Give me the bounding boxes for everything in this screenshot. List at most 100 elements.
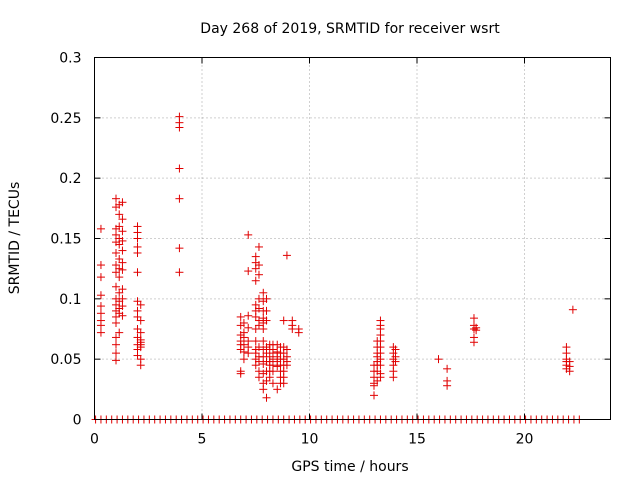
data-point [112, 349, 120, 358]
data-point [443, 381, 452, 390]
data-point [239, 333, 248, 342]
data-point [112, 333, 120, 342]
data-point [273, 385, 282, 394]
data-point [262, 376, 271, 385]
y-tick-label: 0 [73, 413, 82, 429]
data-point [115, 288, 124, 297]
data-point [279, 379, 288, 388]
data-point [118, 198, 127, 207]
data-point [175, 244, 184, 253]
data-point [262, 294, 271, 303]
data-point [133, 234, 142, 243]
y-tick-label: 0.25 [50, 111, 81, 127]
data-point [254, 343, 263, 352]
data-point [265, 373, 274, 382]
x-tick-label: 10 [301, 432, 319, 448]
data-point [175, 194, 184, 203]
data-point [244, 311, 253, 320]
data-point [115, 222, 124, 231]
data-point [118, 227, 127, 236]
data-point [136, 328, 145, 337]
data-point [391, 345, 400, 354]
data-point [565, 367, 574, 376]
data-point [112, 318, 120, 327]
data-point [115, 328, 124, 337]
data-point [175, 164, 184, 173]
data-point [96, 261, 105, 270]
data-point [282, 361, 291, 370]
x-tick-label: 0 [90, 432, 99, 448]
data-point [96, 302, 105, 311]
data-point [262, 393, 271, 402]
x-axis-title: GPS time / hours [291, 459, 408, 475]
y-tick-label: 0.05 [50, 352, 81, 368]
data-point [96, 273, 105, 282]
data-point [254, 261, 263, 270]
y-tick-label: 0.1 [59, 292, 81, 308]
data-point [175, 123, 184, 132]
data-point [254, 270, 263, 279]
y-tick-label: 0.2 [59, 171, 81, 187]
data-point [115, 264, 124, 273]
data-point [376, 361, 385, 370]
data-point [239, 318, 248, 327]
data-point [443, 364, 452, 373]
data-point [254, 373, 263, 382]
data-point [244, 323, 253, 332]
data-point [262, 306, 271, 315]
x-tick-label: 20 [516, 432, 534, 448]
data-point [133, 268, 142, 277]
data-point [118, 246, 127, 255]
data-point [118, 265, 127, 274]
data-point [254, 242, 263, 251]
data-point [239, 347, 248, 356]
data-point [259, 385, 268, 394]
data-point [262, 316, 271, 325]
data-point [244, 230, 253, 239]
data-point [115, 210, 124, 219]
data-point [251, 276, 260, 285]
data-point [254, 357, 263, 366]
data-point [112, 268, 120, 277]
data-point [96, 321, 105, 330]
grid [94, 57, 611, 420]
data-point [469, 338, 478, 347]
data-point [118, 236, 127, 245]
data-point [251, 312, 260, 321]
data-point [115, 255, 124, 264]
y-tick-label: 0.15 [50, 232, 81, 248]
data-point [251, 325, 260, 333]
data-point [96, 309, 105, 318]
data-point [254, 304, 263, 313]
data-point [175, 268, 184, 277]
data-point [434, 355, 443, 364]
plot-frame [94, 57, 611, 420]
data-point [133, 325, 142, 333]
data-point [96, 291, 105, 300]
data-points [91, 112, 584, 424]
x-tick-label: 5 [198, 432, 207, 448]
data-point [118, 258, 127, 267]
data-point [469, 325, 478, 333]
data-point [244, 349, 253, 358]
data-point [112, 248, 120, 257]
data-point [472, 326, 481, 335]
data-point [294, 328, 303, 337]
data-point [239, 340, 248, 349]
data-point [236, 312, 245, 321]
y-tick-label: 0.3 [59, 51, 81, 67]
data-point [118, 285, 127, 294]
data-point [251, 264, 260, 273]
data-point [136, 361, 145, 370]
data-point [373, 376, 382, 385]
data-point [236, 369, 245, 378]
data-point [259, 325, 268, 333]
data-point [112, 261, 120, 270]
data-point [133, 351, 142, 360]
data-point [112, 194, 120, 203]
data-point [112, 356, 120, 365]
data-point [112, 282, 120, 291]
data-point [389, 373, 398, 382]
data-point [118, 294, 127, 303]
